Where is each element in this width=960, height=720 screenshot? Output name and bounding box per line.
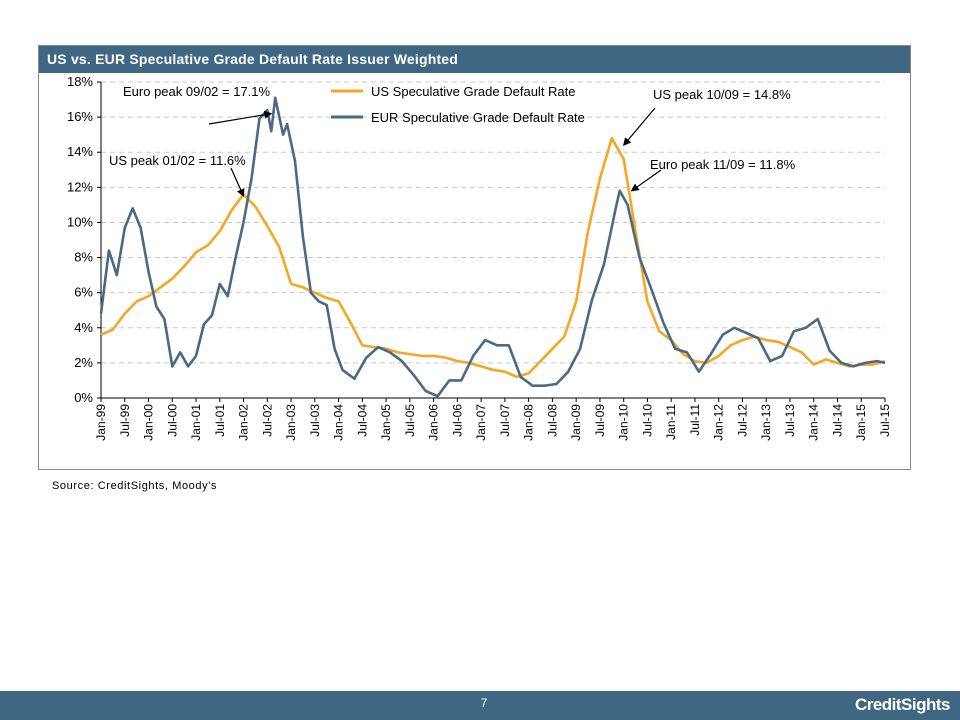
x-tick-label: Jul-02 bbox=[260, 404, 274, 437]
x-tick-label: Jul-05 bbox=[403, 404, 417, 437]
x-tick-label: Jan-11 bbox=[664, 404, 678, 440]
x-tick-label: Jan-10 bbox=[617, 404, 631, 441]
y-tick-label: 10% bbox=[67, 214, 93, 229]
x-tick-label: Jul-14 bbox=[830, 404, 844, 437]
x-tick-label: Jul-06 bbox=[450, 404, 464, 437]
x-tick-label: Jan-00 bbox=[142, 404, 156, 441]
legend-label: US Speculative Grade Default Rate bbox=[371, 84, 576, 99]
chart-container: US vs. EUR Speculative Grade Default Rat… bbox=[38, 45, 911, 470]
y-tick-label: 0% bbox=[74, 390, 93, 405]
x-tick-label: Jul-07 bbox=[498, 404, 512, 437]
x-tick-label: Jul-03 bbox=[308, 404, 322, 437]
x-tick-label: Jan-15 bbox=[854, 404, 868, 441]
y-tick-label: 2% bbox=[74, 355, 93, 370]
annotation-arrow bbox=[630, 169, 662, 192]
annotation-arrow bbox=[230, 167, 245, 198]
source-note: Source: CreditSights, Moody's bbox=[52, 480, 218, 492]
x-tick-label: Jul-04 bbox=[355, 404, 369, 437]
annotation-arrow bbox=[208, 110, 273, 125]
x-tick-label: Jul-99 bbox=[118, 404, 132, 437]
x-tick-label: Jul-11 bbox=[688, 404, 702, 436]
x-tick-label: Jan-08 bbox=[522, 404, 536, 441]
x-tick-label: Jan-99 bbox=[94, 404, 108, 441]
x-tick-label: Jan-07 bbox=[474, 404, 488, 441]
x-tick-label: Jan-04 bbox=[332, 404, 346, 441]
footer-bar: 7 CreditSights bbox=[0, 691, 960, 720]
eur-series-line bbox=[99, 96, 886, 398]
chart-title: US vs. EUR Speculative Grade Default Rat… bbox=[39, 46, 910, 73]
x-tick-label: Jul-13 bbox=[783, 404, 797, 437]
y-tick-label: 4% bbox=[74, 320, 93, 335]
x-tick-label: Jul-01 bbox=[213, 404, 227, 437]
legend-label: EUR Speculative Grade Default Rate bbox=[371, 110, 585, 125]
y-tick-label: 16% bbox=[67, 109, 93, 124]
line-chart: 0% 2% 4% 6% 8% 10% 12% 14% 16% 18% Jan-99 Jul-99 Jan… bbox=[67, 74, 892, 441]
x-tick-label: Jan-05 bbox=[379, 404, 393, 441]
x-tick-label: Jul-08 bbox=[545, 404, 559, 437]
x-tick-label: Jan-12 bbox=[712, 404, 726, 441]
x-tick-label: Jan-02 bbox=[237, 404, 251, 441]
brand-logo: CreditSights bbox=[854, 695, 951, 714]
x-tick-label: Jan-06 bbox=[427, 404, 441, 441]
y-tick-label: 8% bbox=[74, 250, 93, 265]
x-tick-label: Jan-01 bbox=[189, 404, 203, 441]
x-tick-label: Jul-15 bbox=[878, 404, 892, 437]
y-tick-label: 6% bbox=[74, 285, 93, 300]
x-tick-label: Jan-13 bbox=[759, 404, 773, 441]
y-tick-label: 14% bbox=[67, 144, 93, 159]
x-tick-label: Jan-14 bbox=[807, 404, 821, 441]
x-tick-label: Jan-09 bbox=[569, 404, 583, 441]
y-tick-label: 12% bbox=[67, 179, 93, 194]
x-tick-label: Jul-00 bbox=[165, 404, 179, 437]
annotation-label: US peak 01/02 = 11.6% bbox=[109, 153, 246, 168]
x-tick-label: Jan-03 bbox=[284, 404, 298, 441]
page-number: 7 bbox=[480, 696, 488, 710]
annotation-label: Euro peak 11/09 = 11.8% bbox=[650, 157, 796, 172]
x-tick-label: Jul-10 bbox=[640, 404, 654, 437]
x-tick-label: Jul-12 bbox=[735, 404, 749, 437]
annotation-arrow bbox=[623, 107, 656, 146]
y-tick-label: 18% bbox=[67, 74, 93, 89]
annotation-label: US peak 10/09 = 14.8% bbox=[653, 87, 791, 102]
x-tick-label: Jul-09 bbox=[593, 404, 607, 437]
annotation-label: Euro peak 09/02 = 17.1% bbox=[123, 84, 271, 99]
